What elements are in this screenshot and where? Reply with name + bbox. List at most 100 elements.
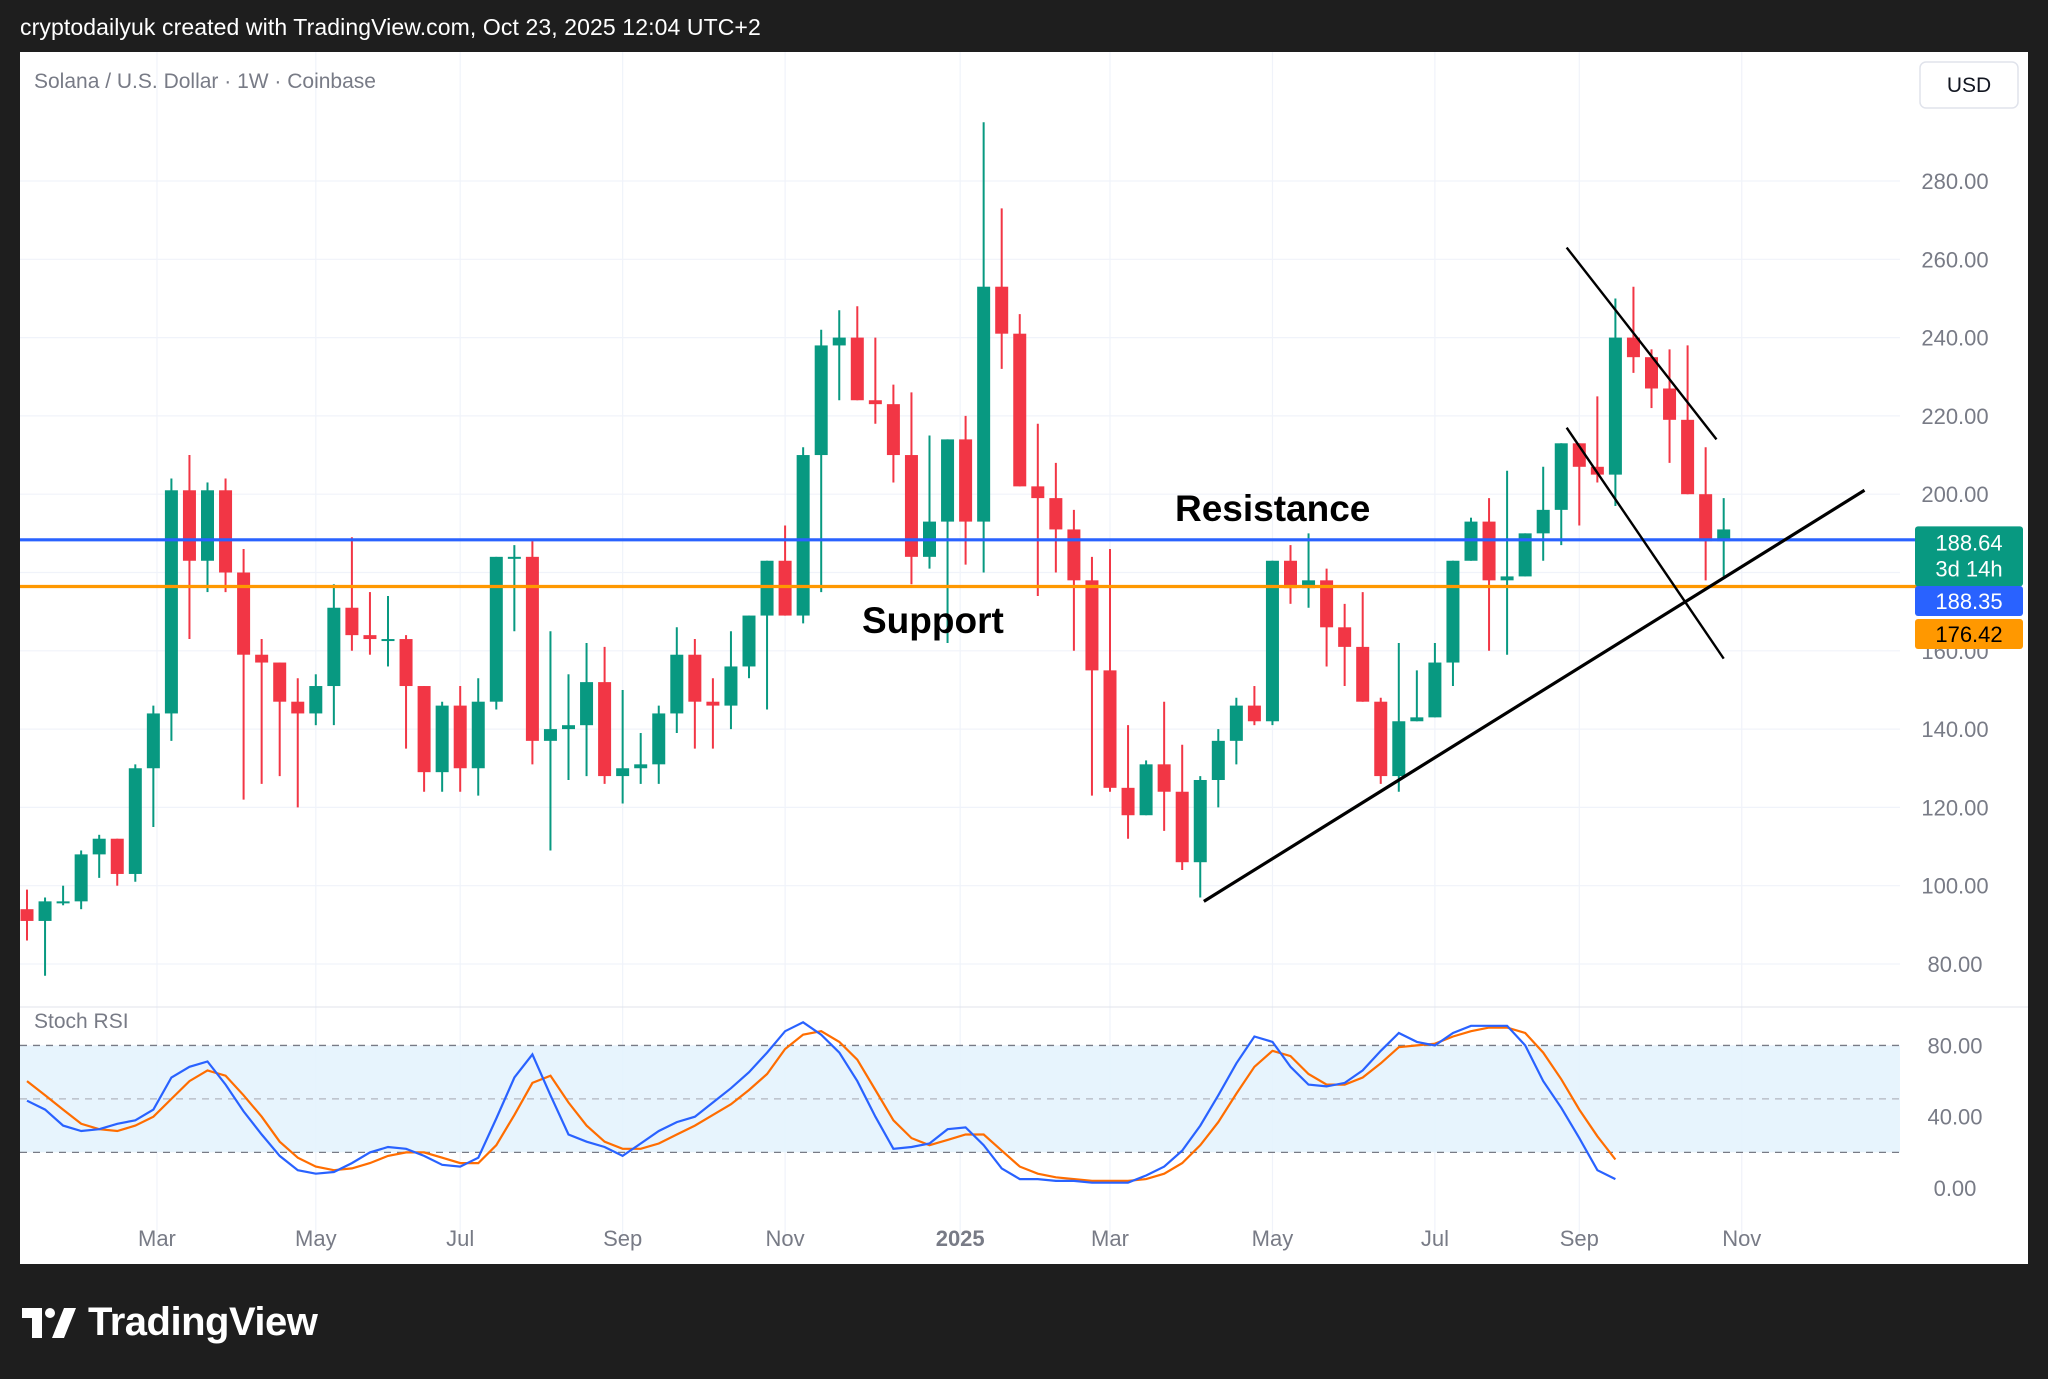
trendline[interactable] xyxy=(1565,246,1718,441)
candle xyxy=(1211,729,1225,808)
candle-body xyxy=(959,439,973,522)
stoch-rsi-k-line xyxy=(26,1021,1616,1184)
candle xyxy=(1645,349,1658,409)
candle-body xyxy=(489,556,503,702)
candle xyxy=(417,686,431,792)
candle xyxy=(904,392,918,585)
candle xyxy=(760,560,774,710)
candle xyxy=(923,435,936,569)
tradingview-logo[interactable]: TradingView xyxy=(22,1300,318,1345)
candle-body xyxy=(1175,791,1189,863)
price-tick-label: 200.00 xyxy=(1921,482,1988,507)
candle xyxy=(273,662,287,777)
bar-countdown: 3d 14h xyxy=(1935,556,2002,581)
candle xyxy=(327,584,341,726)
time-tick-label: May xyxy=(1252,1226,1294,1251)
candle xyxy=(1229,697,1243,765)
candle xyxy=(128,764,142,882)
candle xyxy=(1320,568,1334,667)
candle-body xyxy=(688,654,702,702)
candle-body xyxy=(814,345,828,456)
candle-body xyxy=(670,654,684,714)
candle xyxy=(1663,349,1677,463)
candle xyxy=(381,595,395,667)
candle xyxy=(1482,498,1496,651)
candle xyxy=(688,639,702,749)
candle xyxy=(1410,670,1424,722)
candle-body xyxy=(38,901,52,921)
candle xyxy=(182,455,196,640)
candle xyxy=(598,646,612,784)
candle xyxy=(363,592,377,655)
candle-body xyxy=(128,768,142,874)
candle-body xyxy=(832,337,846,346)
symbol-legend[interactable]: Solana / U.S. Dollar · 1W · Coinbase xyxy=(34,70,376,93)
candle xyxy=(1717,498,1731,577)
chart-snapshot-header: cryptodailyuk created with TradingView.c… xyxy=(20,14,761,40)
price-chart[interactable]: 80.00100.00120.00140.00160.00180.00200.0… xyxy=(20,52,2028,1264)
candle-body xyxy=(760,560,774,616)
candle xyxy=(453,686,467,792)
trendline[interactable] xyxy=(1203,488,1866,903)
price-tick-label: 240.00 xyxy=(1921,326,1988,351)
trendline[interactable] xyxy=(1565,426,1725,660)
candle-body xyxy=(1284,560,1297,589)
stoch-rsi-d-line xyxy=(26,1026,1617,1182)
horizontal-levels[interactable] xyxy=(20,538,1925,589)
candle-body xyxy=(742,615,756,667)
candle xyxy=(616,689,630,804)
currency-button[interactable]: USD xyxy=(1919,61,2019,109)
candle-body xyxy=(1031,486,1045,499)
time-tick-label: May xyxy=(295,1226,337,1251)
candle xyxy=(1626,286,1640,373)
candle-body xyxy=(1699,494,1713,542)
candle-body xyxy=(273,662,287,702)
candle xyxy=(1103,549,1117,792)
candle-body xyxy=(1265,560,1279,722)
candle xyxy=(580,642,594,777)
candle-body xyxy=(381,639,395,642)
candle-body xyxy=(1518,533,1532,577)
candle xyxy=(507,545,521,632)
candle xyxy=(1608,298,1622,506)
candle-body xyxy=(507,556,521,559)
stoch-rsi-lines xyxy=(26,1021,1617,1184)
price-tick-label: 100.00 xyxy=(1921,874,1988,899)
price-tick-label: 220.00 xyxy=(1921,404,1988,429)
candle-body xyxy=(20,909,34,921)
candle-body xyxy=(164,490,178,714)
candle-body xyxy=(291,701,305,714)
candle xyxy=(1572,443,1586,526)
stoch-rsi-label[interactable]: Stoch RSI xyxy=(34,1010,129,1033)
candle-body xyxy=(1302,580,1316,589)
candle-body xyxy=(471,701,485,769)
candle-body xyxy=(1663,388,1677,420)
candle xyxy=(20,889,34,941)
candle xyxy=(543,631,557,851)
candle-body xyxy=(1049,498,1063,530)
candle-body xyxy=(868,400,882,405)
candle-body xyxy=(1428,662,1442,718)
time-tick-label: 2025 xyxy=(936,1226,985,1251)
trendlines[interactable] xyxy=(1203,246,1866,903)
candle-body xyxy=(435,705,449,773)
candle-body xyxy=(1320,580,1334,628)
candle-body xyxy=(724,666,738,706)
price-axis[interactable]: 80.00100.00120.00140.00160.00180.00200.0… xyxy=(1921,169,1988,977)
candle-body xyxy=(1157,764,1171,792)
candle-body xyxy=(1356,646,1370,702)
candle-body xyxy=(363,635,377,640)
chart-container[interactable]: 80.00100.00120.00140.00160.00180.00200.0… xyxy=(20,52,2028,1264)
candle-body xyxy=(796,455,810,616)
candle xyxy=(742,615,756,679)
time-axis[interactable]: Mar May Jul Sep Nov 2025 Mar May Jul Sep Nov xyxy=(138,1226,1761,1251)
price-tick-label: 260.00 xyxy=(1921,247,1988,272)
candle-body xyxy=(1717,529,1731,542)
candle xyxy=(1681,345,1695,495)
time-tick-label: Mar xyxy=(138,1226,176,1251)
candle xyxy=(1085,556,1099,796)
candle xyxy=(1013,314,1027,487)
candle xyxy=(832,310,846,401)
candle xyxy=(959,415,973,565)
tradingview-logo-icon xyxy=(22,1307,76,1338)
